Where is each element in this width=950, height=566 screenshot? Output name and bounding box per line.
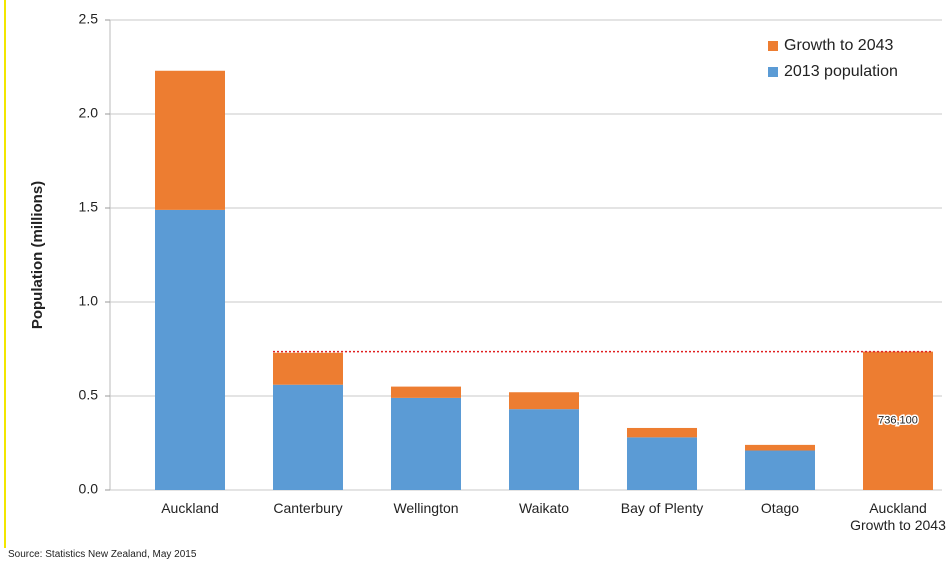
y-tick-label: 0.5 xyxy=(79,387,99,403)
y-tick-label: 1.0 xyxy=(79,293,99,309)
y-tick-label: 1.5 xyxy=(79,199,99,215)
y-tick-label: 2.0 xyxy=(79,105,99,121)
legend-label: 2013 population xyxy=(784,63,898,80)
x-tick-label: Waikato xyxy=(518,500,570,516)
bar-segment xyxy=(745,450,815,490)
bar-segment xyxy=(391,397,461,490)
bar-segment xyxy=(627,437,697,490)
x-tick-label: Bay of Plenty xyxy=(620,500,704,516)
legend-swatch xyxy=(768,41,778,51)
legend-label: Growth to 2043 xyxy=(784,37,894,54)
bar-segment xyxy=(273,352,343,385)
x-tick-label: Auckland xyxy=(161,500,219,516)
bar-segment xyxy=(745,444,815,451)
bar-segment xyxy=(273,384,343,490)
bar-segment xyxy=(391,386,461,398)
y-axis-title: Population (millions) xyxy=(29,181,46,329)
x-tick-label: Auckland Growth to 2043 xyxy=(850,500,946,533)
data-label: 736,100 xyxy=(878,415,918,427)
x-tick-label: Canterbury xyxy=(273,500,343,516)
bar-segment xyxy=(509,409,579,490)
source-note: Source: Statistics New Zealand, May 2015 xyxy=(8,549,197,560)
y-tick-label: 2.5 xyxy=(79,11,99,27)
bar-segment xyxy=(627,427,697,438)
bar-segment xyxy=(155,209,225,490)
x-tick-label: Wellington xyxy=(393,500,459,516)
bar-segment xyxy=(155,70,225,210)
x-tick-label: Otago xyxy=(760,500,800,516)
bar-segment xyxy=(863,351,933,490)
y-tick-label: 0.0 xyxy=(79,481,99,497)
legend-swatch xyxy=(768,67,778,77)
bar-segment xyxy=(509,392,579,410)
